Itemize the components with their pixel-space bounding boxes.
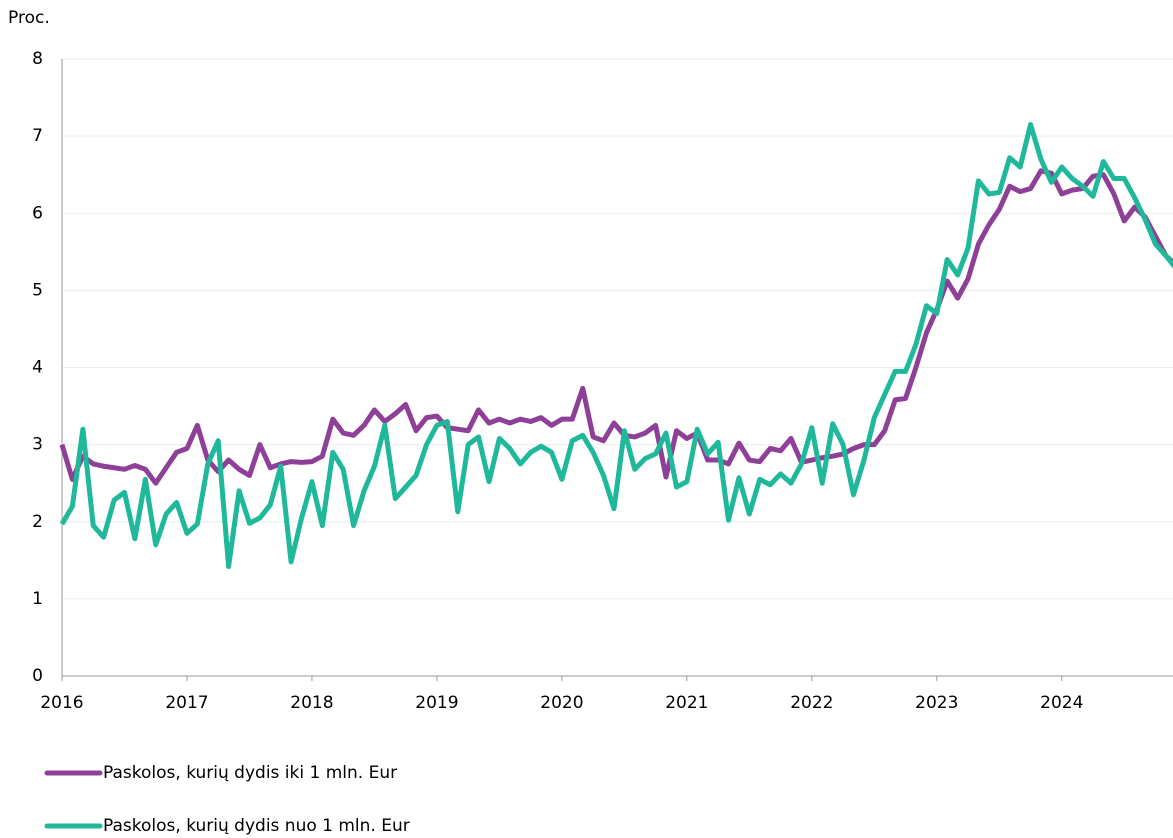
y-tick-label: 8 xyxy=(32,49,43,69)
x-tick-label: 2020 xyxy=(540,693,583,713)
y-tick-label: 6 xyxy=(32,203,43,223)
x-tick-label: 2019 xyxy=(415,693,458,713)
x-tick-label: 2022 xyxy=(790,693,833,713)
y-tick-label: 0 xyxy=(32,666,43,686)
legend-label: Paskolos, kurių dydis nuo 1 mln. Eur xyxy=(103,816,410,836)
x-tick-label: 2018 xyxy=(290,693,333,713)
x-tick-label: 2023 xyxy=(915,693,958,713)
y-tick-label: 7 xyxy=(32,126,43,146)
x-tick-label: 2021 xyxy=(665,693,708,713)
y-tick-label: 3 xyxy=(32,435,43,455)
series-line xyxy=(59,168,1173,486)
x-tick-label: 2024 xyxy=(1040,693,1083,713)
x-tick-label: 2016 xyxy=(40,693,83,713)
x-tick-label: 2017 xyxy=(165,693,208,713)
y-tick-label: 2 xyxy=(32,512,43,532)
y-tick-label: 1 xyxy=(32,589,43,609)
series-line xyxy=(59,122,1173,569)
y-tick-label: 5 xyxy=(32,280,43,300)
legend-label: Paskolos, kurių dydis iki 1 mln. Eur xyxy=(103,763,397,783)
y-tick-label: 4 xyxy=(32,358,43,378)
y-axis-label: Proc. xyxy=(8,8,50,28)
